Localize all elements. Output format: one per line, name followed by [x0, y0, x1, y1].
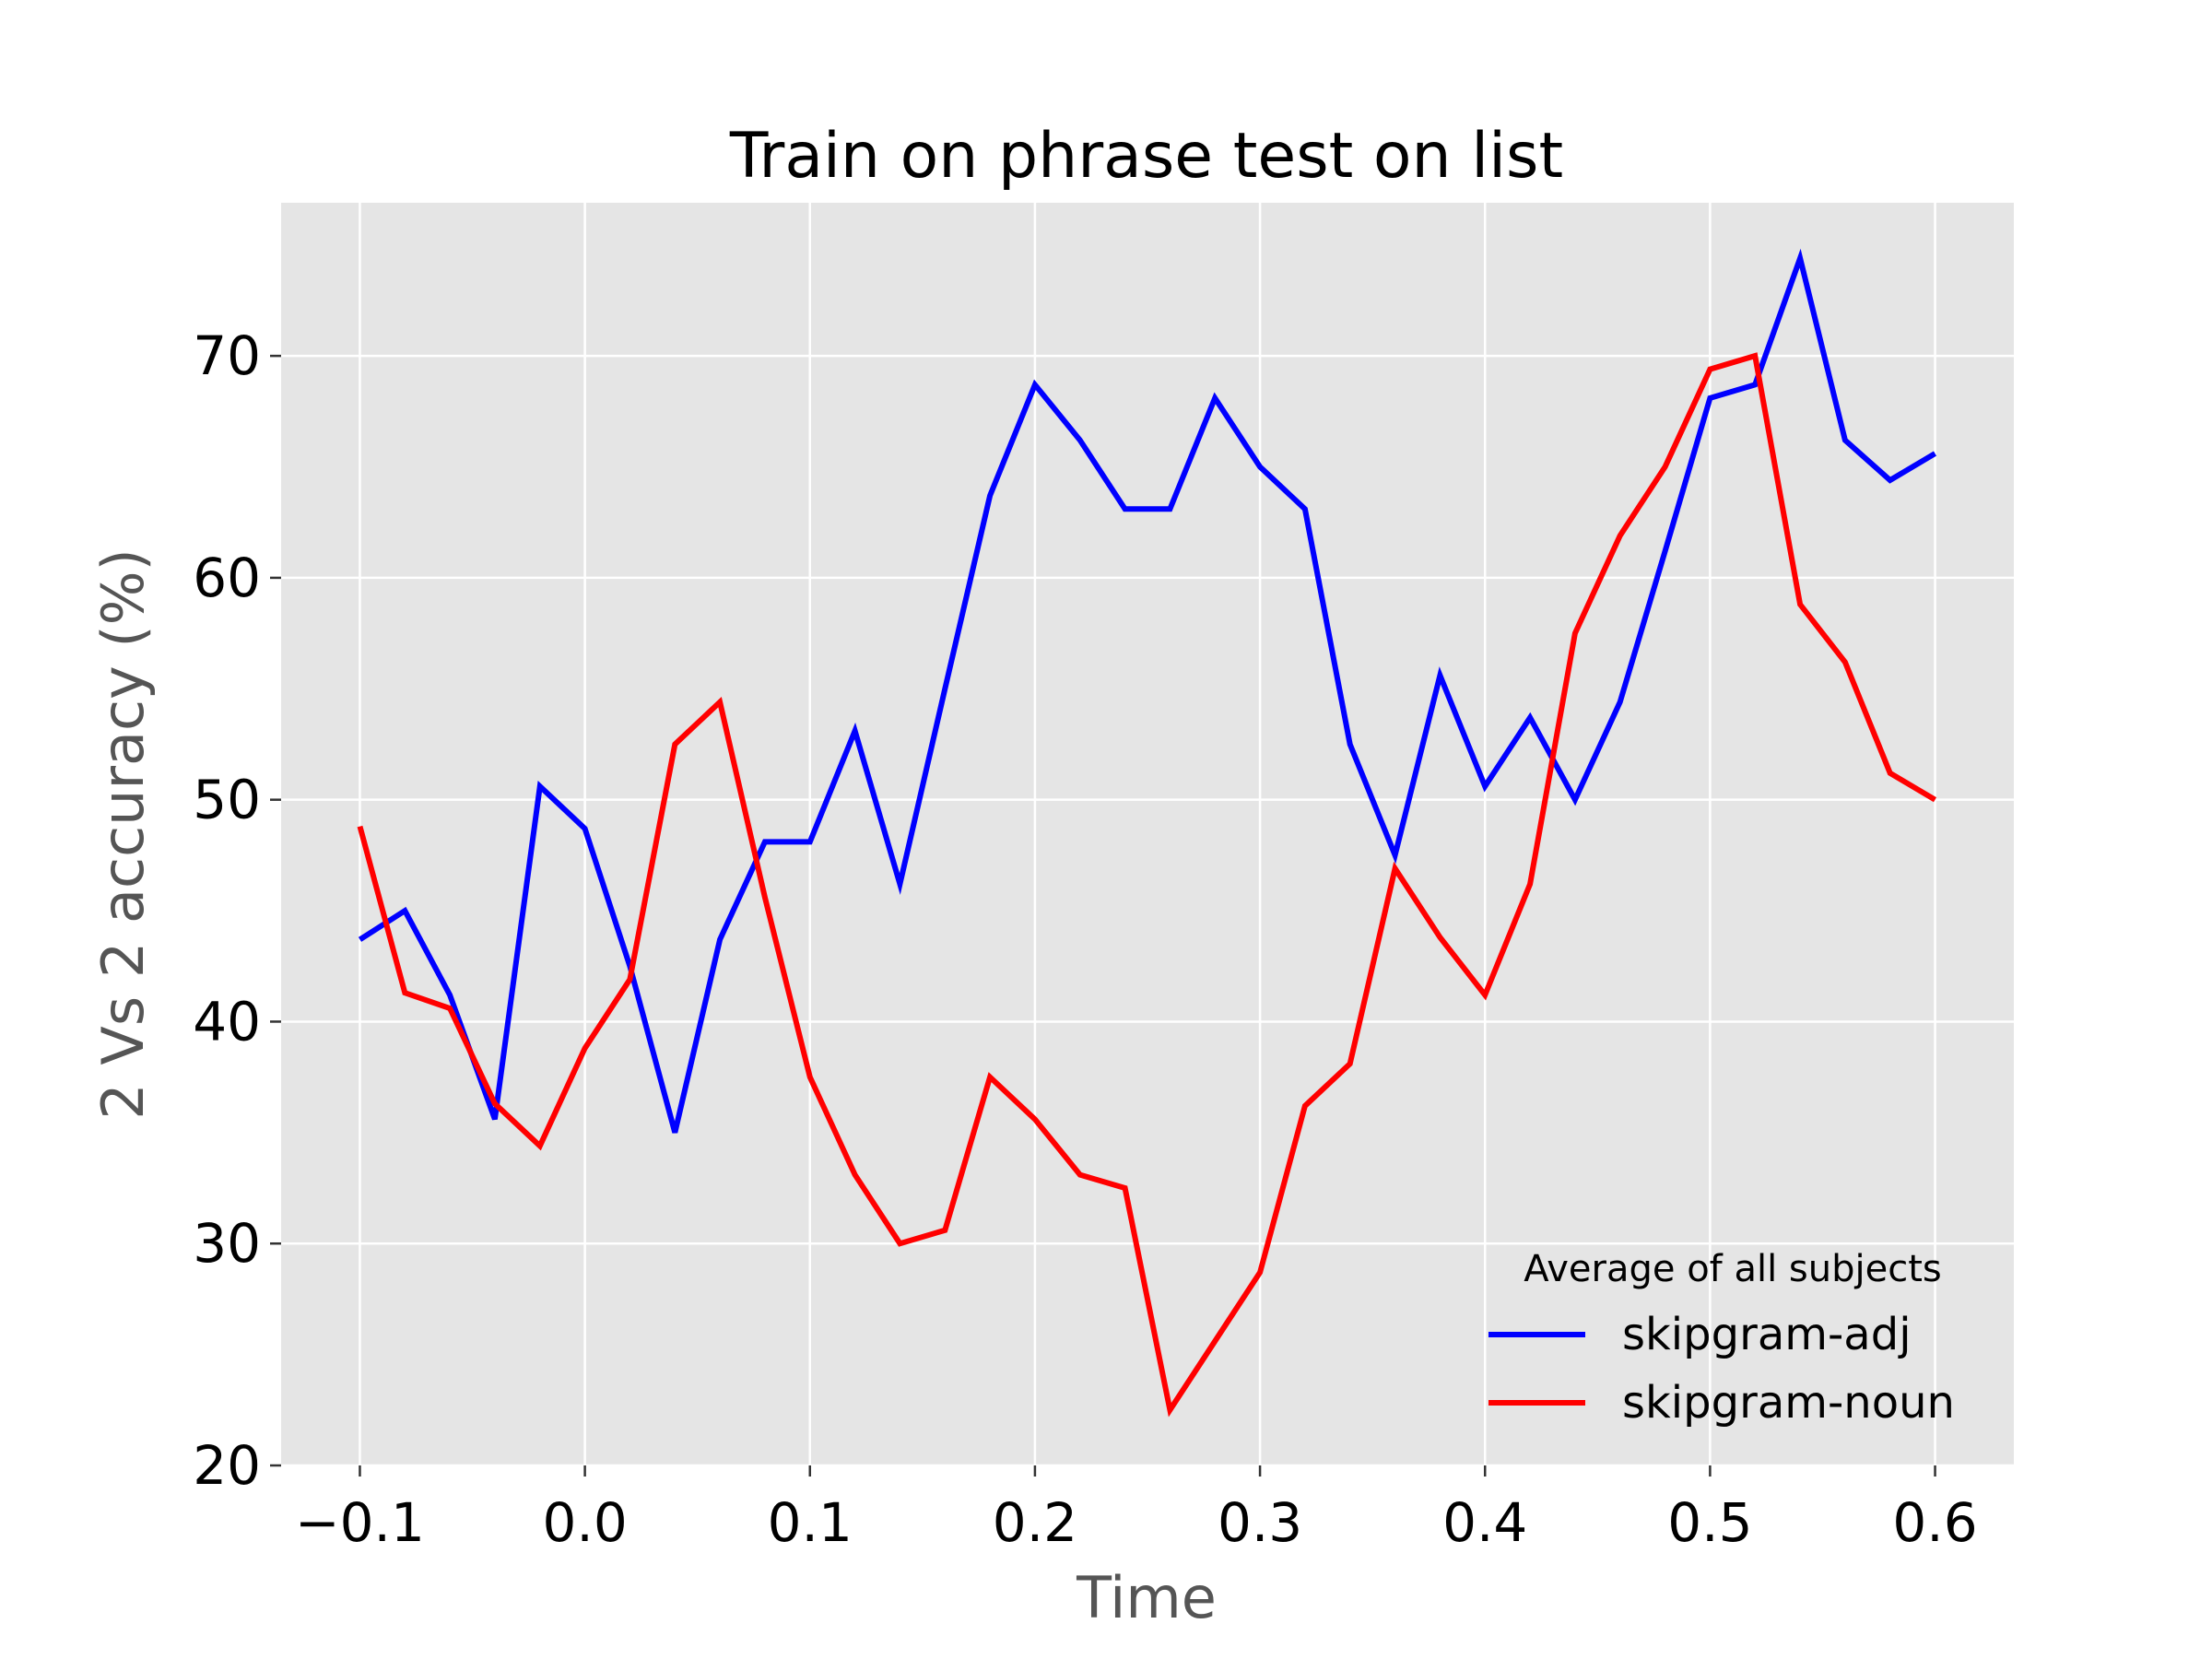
series-line-skipgram-adj: [358, 248, 1937, 1134]
x-tick-label: 0.0: [542, 1491, 627, 1554]
series-lines: [357, 248, 1937, 1418]
x-tick-label: 0.1: [768, 1491, 853, 1554]
x-tick-label: 0.6: [1892, 1491, 1977, 1554]
legend-title: Average of all subjects: [1524, 1248, 1942, 1290]
legend-label-skipgram-noun: skipgram-noun: [1622, 1377, 1955, 1429]
series-line-skipgram-noun: [357, 352, 1937, 1418]
y-tick-label: 60: [193, 547, 261, 609]
y-axis-label: 2 Vs 2 accuracy (%): [89, 548, 157, 1119]
x-axis-ticks: −0.1 0.0 0.1 0.2 0.3 0.4 0.5 0.6: [295, 1465, 1978, 1554]
legend-label-skipgram-adj: skipgram-adj: [1622, 1309, 1912, 1360]
chart-title: Train on phrase test on list: [729, 120, 1563, 193]
x-tick-label: −0.1: [295, 1491, 425, 1554]
x-tick-label: 0.3: [1218, 1491, 1302, 1554]
grid-lines: [281, 203, 2014, 1467]
y-axis-ticks: 20 30 40 50 60 70: [193, 324, 281, 1497]
y-tick-label: 50: [193, 769, 261, 831]
x-axis-label: Time: [1076, 1564, 1217, 1631]
plot-area: [281, 203, 2014, 1465]
legend: Average of all subjects skipgram-adj ski…: [1488, 1248, 1955, 1429]
y-tick-label: 30: [193, 1212, 261, 1275]
y-tick-label: 70: [193, 324, 261, 387]
x-tick-label: 0.5: [1667, 1491, 1752, 1554]
y-tick-label: 40: [193, 990, 261, 1053]
x-tick-label: 0.4: [1442, 1491, 1527, 1554]
x-tick-label: 0.2: [993, 1491, 1077, 1554]
y-tick-label: 20: [193, 1434, 261, 1497]
